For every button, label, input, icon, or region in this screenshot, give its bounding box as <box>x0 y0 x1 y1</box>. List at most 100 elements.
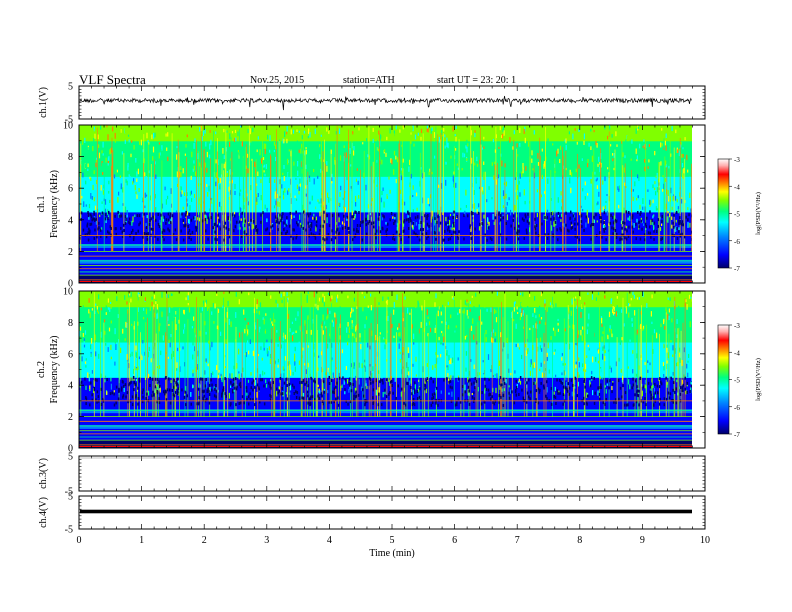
spectrogram-speckle <box>218 301 220 306</box>
spectrogram-speckle <box>322 308 324 312</box>
spectrogram-speckle <box>487 354 490 360</box>
spectrogram-speckle <box>666 381 668 385</box>
spectrogram-dark-cell <box>488 378 490 382</box>
spectrogram-dark-cell <box>364 401 367 405</box>
spectrogram-speckle <box>551 225 553 231</box>
spectrogram-dark-cell <box>211 388 213 392</box>
spectrogram-speckle <box>608 126 611 131</box>
spectrogram-speckle <box>191 295 193 301</box>
spectrogram-dark-cell <box>566 389 569 393</box>
spectrogram-speckle <box>571 223 573 227</box>
spectrogram-dark-cell <box>557 391 559 395</box>
spectrogram-speckle <box>524 200 526 205</box>
spectrogram-speckle <box>140 351 142 355</box>
spectrogram-speckle <box>306 348 308 351</box>
spectrogram-speckle <box>383 353 385 360</box>
spectrogram-speckle <box>442 211 444 216</box>
spectrogram-speckle <box>470 130 472 136</box>
spectrogram-speckle <box>234 183 236 189</box>
spectrogram-dark-cell <box>320 392 323 396</box>
spectrogram-speckle <box>235 312 237 318</box>
spectrogram-speckle <box>587 323 589 327</box>
spectrogram-dark-cell <box>427 214 429 217</box>
spectrogram-speckle <box>254 161 256 168</box>
spectrogram-speckle <box>159 386 161 393</box>
spectrogram-speckle <box>452 357 454 363</box>
spectrogram-speckle <box>405 207 407 214</box>
spectrogram-speckle <box>637 125 639 131</box>
spectrogram-dark-cell <box>90 381 92 385</box>
spectrogram-speckle <box>669 376 671 381</box>
spectrogram-dark-cell <box>307 394 309 398</box>
spectrogram-dark-cell <box>688 213 690 217</box>
spectrogram-dark-cell <box>207 237 209 241</box>
spectrogram-speckle <box>494 338 496 343</box>
spectrogram-dark-cell <box>659 385 661 389</box>
spectrogram-dark-cell <box>513 401 516 405</box>
spectrogram-dark-cell <box>638 220 641 224</box>
spectrogram-dark-cell <box>252 398 254 402</box>
spectrogram-speckle <box>386 179 388 185</box>
spectrogram-speckle <box>107 298 109 303</box>
spectrogram-dark-cell <box>447 216 449 220</box>
spectrogram-dark-cell <box>362 220 364 224</box>
spectrogram-dark-cell <box>541 222 543 226</box>
spectrogram-speckle <box>414 134 417 140</box>
spectrogram-speckle <box>298 189 300 195</box>
spectrogram-speckle <box>591 370 593 375</box>
spectrogram-speckle <box>287 190 289 195</box>
spectrogram-speckle <box>521 171 523 178</box>
spectrogram-speckle <box>244 227 246 230</box>
spectrogram-speckle <box>256 196 258 202</box>
spectrogram-speckle <box>224 366 226 369</box>
spectrogram-speckle <box>366 385 368 389</box>
spectrogram-speckle <box>257 193 259 197</box>
spectrogram-dark-cell <box>676 237 679 240</box>
colorbar <box>717 324 730 435</box>
spectrogram-speckle <box>244 329 246 334</box>
spectrogram-speckle <box>379 332 381 335</box>
spectrogram-speckle <box>486 199 488 203</box>
spectrogram-speckle <box>297 170 299 176</box>
spectrogram-speckle <box>135 191 137 194</box>
spectrogram-speckle <box>106 391 108 395</box>
spectrogram-dark-cell <box>574 376 577 380</box>
spectrogram-dark-cell <box>454 403 457 407</box>
spectrogram-speckle <box>193 143 195 149</box>
spectrogram-speckle <box>465 145 467 149</box>
spectrogram-dark-cell <box>133 235 135 239</box>
spectrogram-speckle <box>121 151 123 155</box>
spectrogram-speckle <box>252 350 254 357</box>
spectrogram-speckle <box>648 144 650 147</box>
spectrogram-speckle <box>493 308 496 315</box>
spectrogram-speckle <box>429 168 431 172</box>
spectrogram-speckle <box>613 131 615 135</box>
spectrogram-dark-cell <box>365 223 367 227</box>
spectrogram-speckle <box>598 191 600 197</box>
spectrogram-dark-cell <box>302 396 305 400</box>
spectrogram-speckle <box>284 334 286 340</box>
spectrogram-speckle <box>457 375 460 380</box>
spectrogram-speckle <box>649 199 651 205</box>
spectrogram-speckle <box>464 300 466 305</box>
spectrogram-speckle <box>326 217 328 224</box>
spectrogram-dark-cell <box>619 386 622 390</box>
spectrogram-speckle <box>408 166 410 172</box>
spectrogram-speckle <box>525 350 527 357</box>
spectrogram-dark-cell <box>353 397 355 401</box>
spectrogram-speckle <box>519 308 521 313</box>
spectrogram-dark-cell <box>107 217 109 221</box>
spectrogram-speckle <box>532 325 534 329</box>
spectrogram-speckle <box>503 182 505 185</box>
spectrogram-dark-cell <box>345 399 347 403</box>
spectrogram-speckle <box>251 158 253 161</box>
spectrogram-dark-cell <box>152 390 154 394</box>
spectrogram-speckle <box>89 312 91 319</box>
spectrogram-speckle <box>473 306 475 311</box>
spectrogram-speckle <box>488 186 490 190</box>
spectrogram-dark-cell <box>281 217 283 221</box>
spectrogram-speckle <box>484 301 486 308</box>
spectrogram-speckle <box>635 128 637 134</box>
spectrogram-speckle <box>599 166 601 173</box>
spectrogram-speckle <box>483 136 485 140</box>
